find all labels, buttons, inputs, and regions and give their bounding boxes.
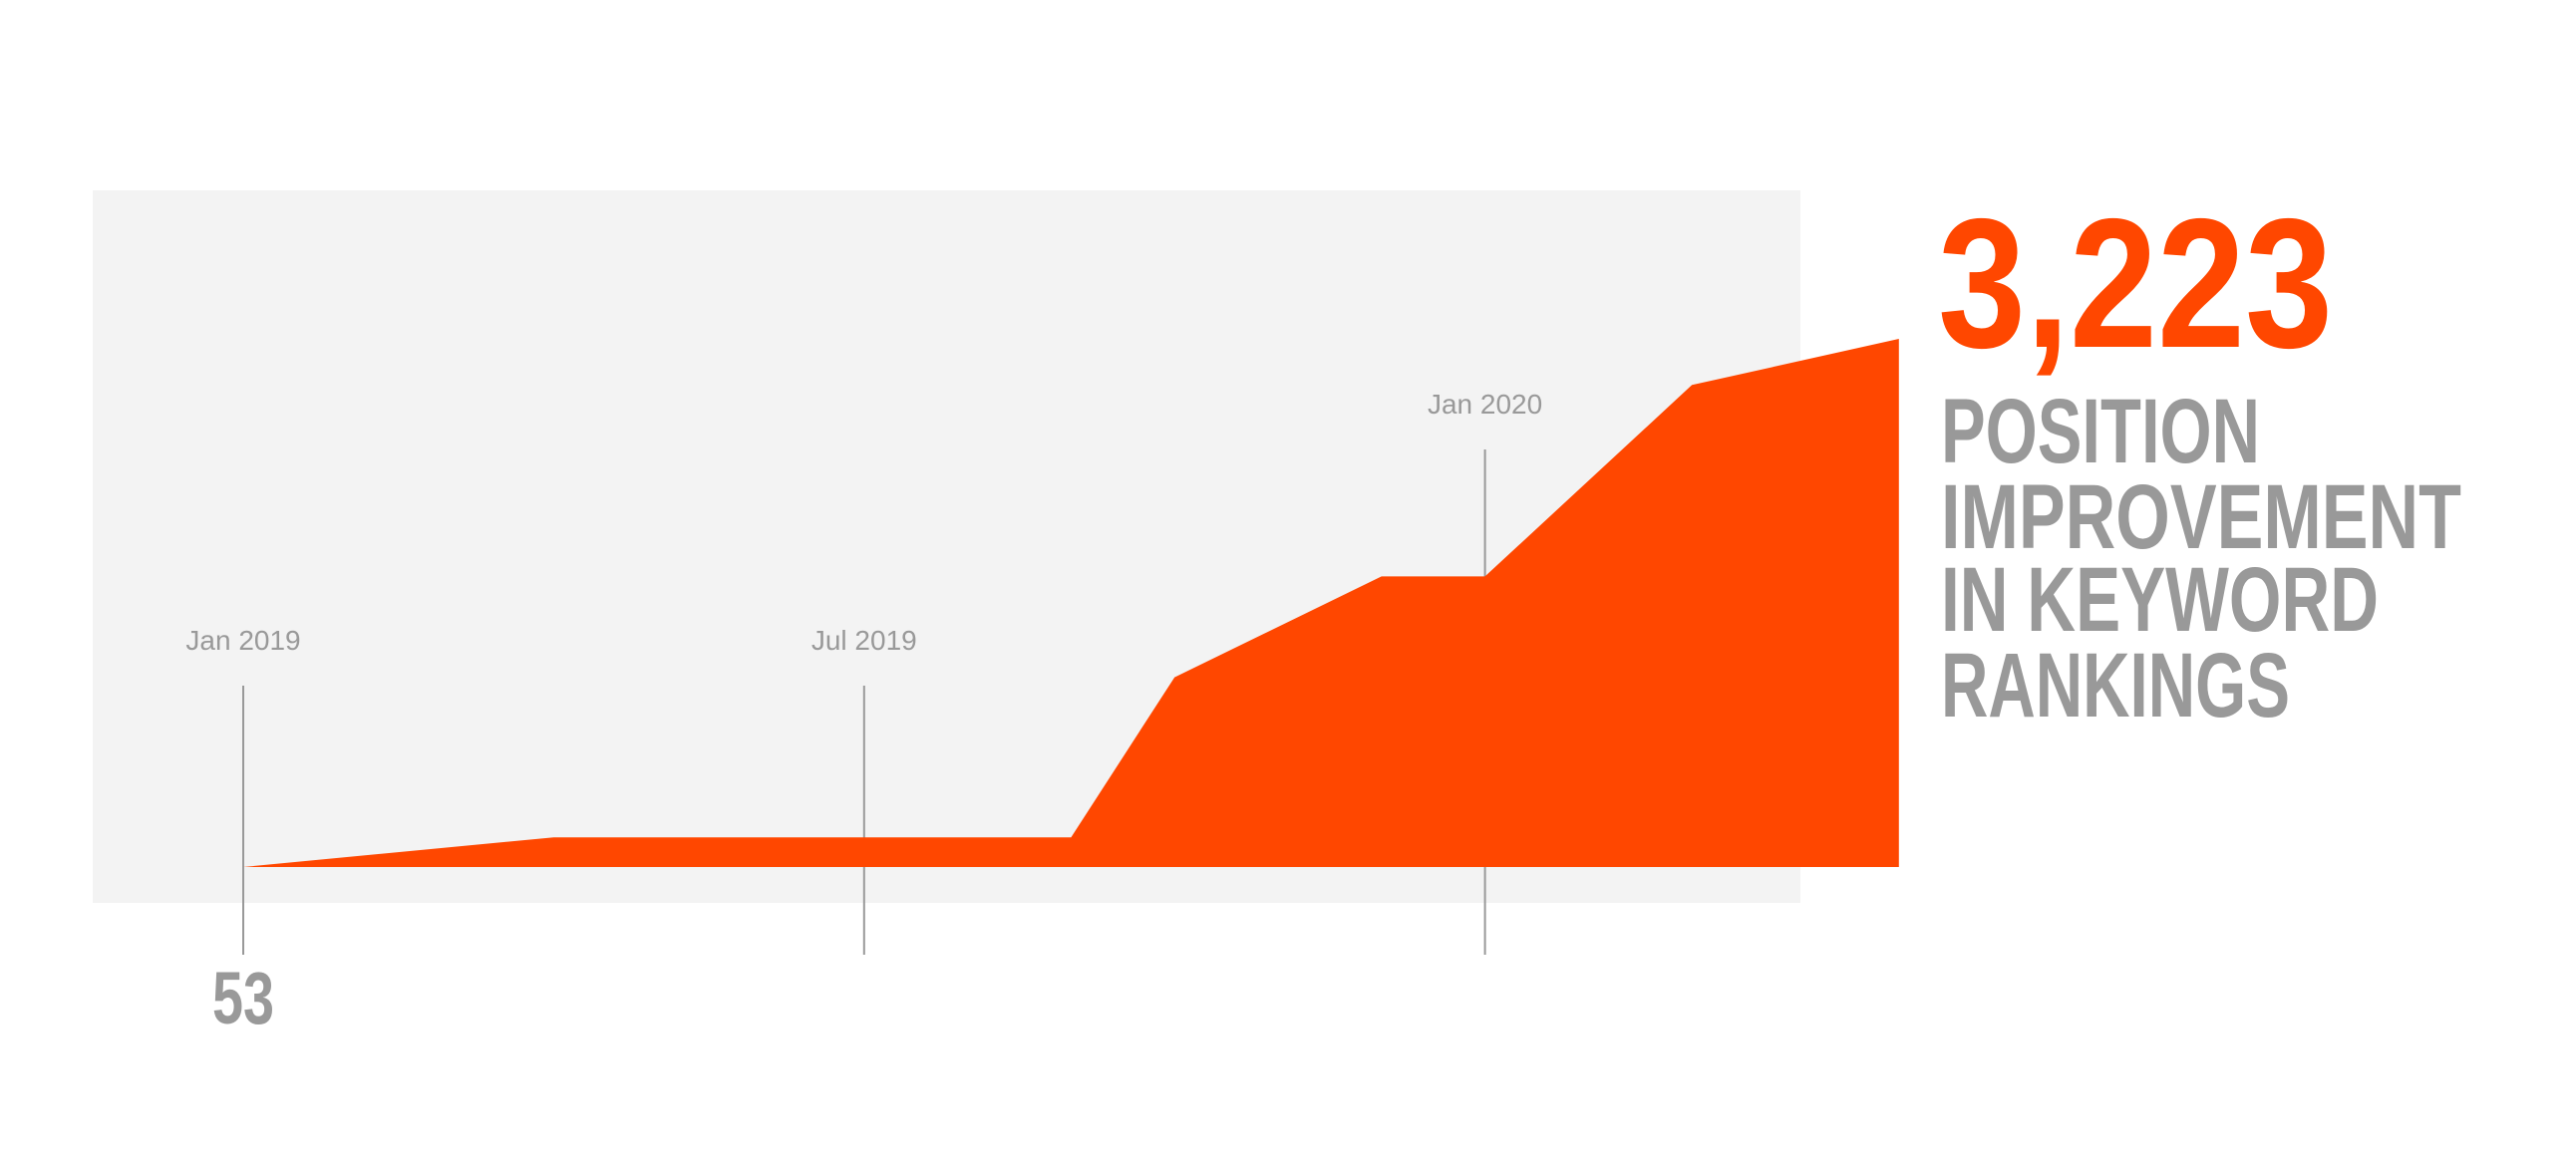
subtitle-line: POSITION <box>1941 381 2260 482</box>
subtitle-line: IMPROVEMENT <box>1941 466 2461 568</box>
x-tick-label: Jan 2019 <box>185 625 300 656</box>
subtitle-line: RANKINGS <box>1941 635 2290 736</box>
x-tick-label: Jul 2019 <box>811 625 917 656</box>
subtitle-line: IN KEYWORD <box>1941 549 2379 651</box>
end-value-label: 3,223 <box>1938 181 2333 387</box>
area <box>243 339 1899 867</box>
x-tick-label: Jan 2020 <box>1428 389 1542 420</box>
start-value-label: 53 <box>212 957 274 1039</box>
